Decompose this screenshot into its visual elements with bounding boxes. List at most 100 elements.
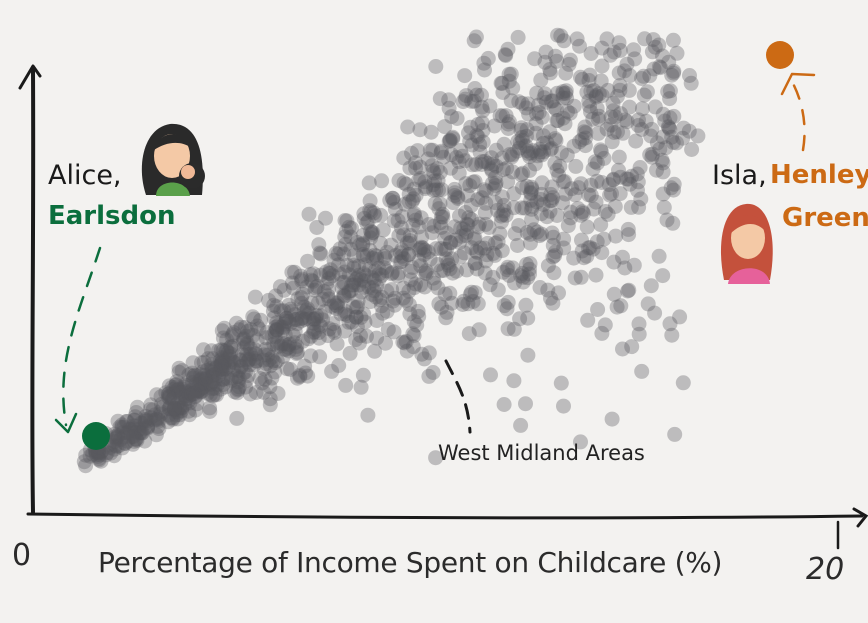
scatter-point: [187, 367, 203, 383]
scatter-point: [311, 330, 327, 346]
scatter-point: [194, 383, 210, 399]
scatter-point: [122, 422, 138, 438]
scatter-point: [289, 338, 305, 354]
scatter-point: [663, 180, 679, 196]
scatter-point: [548, 244, 564, 260]
scatter-point: [522, 149, 538, 165]
scatter-point: [500, 174, 516, 190]
scatter-point: [349, 319, 365, 335]
scatter-point: [238, 328, 254, 344]
scatter-point: [531, 97, 546, 113]
scatter-point: [399, 235, 415, 251]
scatter-point: [444, 109, 460, 125]
scatter-point: [337, 303, 353, 319]
scatter-point: [415, 240, 431, 256]
scatter-point: [189, 396, 205, 412]
scatter-point: [273, 303, 289, 319]
scatter-point: [474, 190, 490, 206]
scatter-point: [275, 322, 291, 338]
scatter-point: [644, 121, 660, 137]
scatter-point: [411, 308, 427, 324]
scatter-point: [431, 201, 447, 217]
scatter-point: [576, 124, 592, 140]
scatter-point: [493, 75, 509, 91]
scatter-point: [276, 303, 292, 319]
scatter-point: [163, 410, 179, 426]
scatter-point: [226, 362, 242, 378]
scatter-point: [480, 50, 496, 66]
scatter-point: [628, 133, 644, 149]
scatter-point: [376, 248, 392, 264]
scatter-point: [417, 242, 433, 258]
scatter-point: [661, 120, 677, 136]
scatter-point: [232, 352, 248, 368]
scatter-point: [437, 119, 453, 135]
scatter-point: [384, 266, 400, 282]
scatter-point: [166, 391, 182, 406]
scatter-point: [233, 359, 249, 374]
scatter-point: [349, 270, 365, 286]
scatter-point: [165, 411, 181, 427]
scatter-point: [232, 353, 248, 368]
scatter-point: [346, 257, 362, 273]
scatter-point: [428, 182, 444, 198]
scatter-point: [285, 327, 301, 343]
scatter-point: [321, 321, 337, 337]
scatter-point: [425, 177, 441, 193]
scatter-point: [149, 387, 165, 403]
scatter-point: [451, 165, 467, 181]
scatter-point: [193, 367, 209, 383]
scatter-point: [535, 128, 551, 144]
scatter-point: [486, 181, 502, 197]
scatter-point: [247, 346, 263, 362]
scatter-point: [391, 228, 407, 244]
scatter-point: [457, 91, 473, 107]
scatter-point: [451, 154, 467, 170]
scatter-point: [313, 308, 329, 324]
scatter-point: [634, 101, 650, 117]
scatter-point: [394, 209, 410, 225]
scatter-point: [110, 427, 126, 443]
scatter-point: [573, 69, 588, 85]
scatter-point: [594, 175, 610, 190]
scatter-point: [578, 125, 594, 141]
scatter-point: [510, 238, 525, 253]
scatter-point: [249, 332, 265, 348]
scatter-point: [367, 247, 383, 263]
scatter-point: [401, 297, 417, 313]
scatter-point: [328, 301, 344, 317]
scatter-point: [278, 313, 294, 329]
scatter-point: [160, 389, 176, 405]
scatter-point: [192, 372, 208, 388]
scatter-point: [199, 362, 215, 378]
scatter-point: [390, 268, 406, 284]
scatter-point: [309, 220, 325, 235]
scatter-point: [226, 325, 242, 341]
scatter-point: [556, 33, 572, 49]
scatter-point: [261, 352, 277, 368]
scatter-point: [351, 277, 367, 293]
scatter-point: [665, 215, 681, 231]
scatter-point: [113, 431, 129, 447]
scatter-point: [218, 342, 234, 358]
scatter-point: [293, 311, 309, 326]
scatter-point: [396, 175, 412, 191]
scatter-point: [224, 370, 240, 386]
scatter-point: [229, 410, 245, 426]
scatter-point: [178, 384, 194, 400]
scatter-point: [358, 257, 373, 273]
scatter-point: [248, 353, 264, 369]
scatter-point: [169, 404, 184, 420]
scatter-point: [287, 335, 303, 351]
scatter-point: [518, 297, 534, 313]
scatter-point: [346, 260, 362, 276]
scatter-point: [662, 110, 678, 126]
scatter-point: [283, 301, 299, 317]
scatter-point: [609, 88, 625, 104]
scatter-point: [553, 145, 569, 161]
scatter-point: [402, 233, 418, 249]
scatter-point: [261, 292, 277, 308]
scatter-point: [563, 204, 579, 220]
scatter-point: [204, 374, 220, 390]
